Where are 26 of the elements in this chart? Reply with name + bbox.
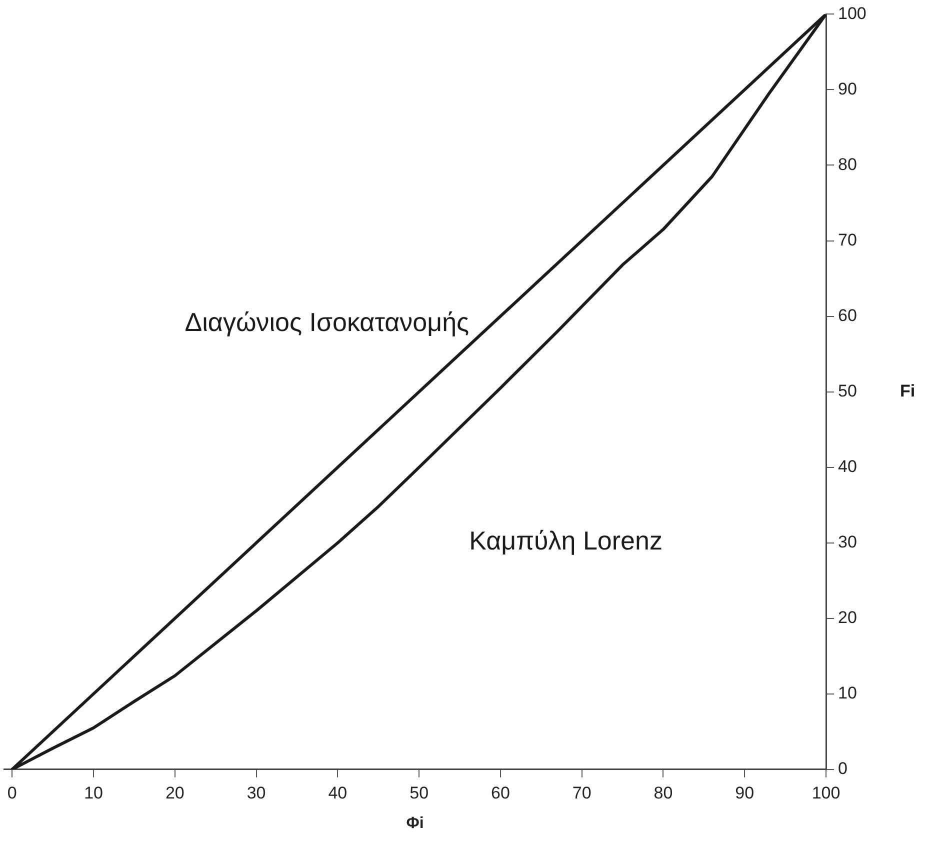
y-tick-label: 0 xyxy=(838,759,848,778)
x-tick-label: 30 xyxy=(246,783,266,802)
x-tick-label: 60 xyxy=(490,783,510,802)
y-tick-label: 10 xyxy=(838,684,857,703)
y-tick-label: 90 xyxy=(838,79,857,98)
x-tick-label: 100 xyxy=(812,783,840,802)
y-tick-label: 80 xyxy=(838,154,857,174)
text: Καμπύλη Lorenz xyxy=(469,525,662,556)
x-axis-title: Φi xyxy=(406,814,424,832)
y-tick-label: 70 xyxy=(838,230,857,250)
y-tick-label: 40 xyxy=(838,457,857,476)
x-tick-label: 70 xyxy=(572,783,592,802)
y-tick-label: 60 xyxy=(838,306,857,325)
x-tick-label: 0 xyxy=(7,783,17,802)
x-tick-label: 90 xyxy=(735,783,754,802)
x-tick-label: 10 xyxy=(84,783,103,802)
y-tick-label: 20 xyxy=(838,608,857,628)
x-tick-label: 80 xyxy=(654,783,673,802)
x-tick-label: 40 xyxy=(328,783,348,802)
x-tick-label: 50 xyxy=(410,783,429,802)
y-tick-label: 100 xyxy=(838,4,866,23)
y-tick-label: 30 xyxy=(838,532,857,552)
x-tick-label: 20 xyxy=(165,783,184,802)
y-axis-title: Fi xyxy=(900,381,916,400)
series-label: Διαγώνιος Ισοκατανομής xyxy=(184,306,470,337)
y-tick-label: 50 xyxy=(838,381,857,400)
